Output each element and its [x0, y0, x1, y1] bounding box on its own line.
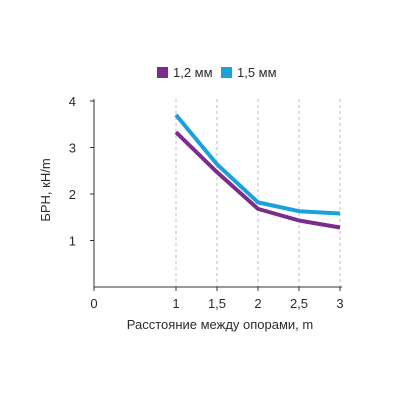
- x-tick-labels: 0 1 1,5 2 2,5 3: [90, 287, 344, 311]
- y-axis-title: БРН, кН/m: [38, 158, 53, 221]
- legend: 1,2 мм 1,5 мм: [157, 65, 277, 80]
- x-tick-label: 3: [336, 296, 343, 311]
- legend-swatch: [157, 67, 168, 78]
- x-tick-label: 2,5: [290, 296, 308, 311]
- grid: [175, 99, 341, 287]
- x-tick-label: 1: [172, 296, 179, 311]
- series-line: [174, 130, 341, 230]
- legend-swatch: [221, 67, 232, 78]
- x-axis-title: Расстояние между опорами, m: [127, 317, 313, 332]
- axes: [93, 99, 342, 288]
- y-tick-label: 2: [69, 187, 76, 202]
- legend-label: 1,2 мм: [173, 65, 213, 80]
- y-tick-label: 4: [69, 94, 76, 109]
- y-tick-label: 1: [69, 234, 76, 249]
- x-tick-label: 0: [90, 296, 97, 311]
- series-lines: [174, 113, 341, 230]
- y-tick-labels: 1 2 3 4: [69, 94, 94, 249]
- legend-label: 1,5 мм: [237, 65, 277, 80]
- x-tick-label: 2: [254, 296, 261, 311]
- x-tick-label: 1,5: [208, 296, 226, 311]
- series-line: [174, 113, 341, 216]
- y-tick-label: 3: [69, 141, 76, 156]
